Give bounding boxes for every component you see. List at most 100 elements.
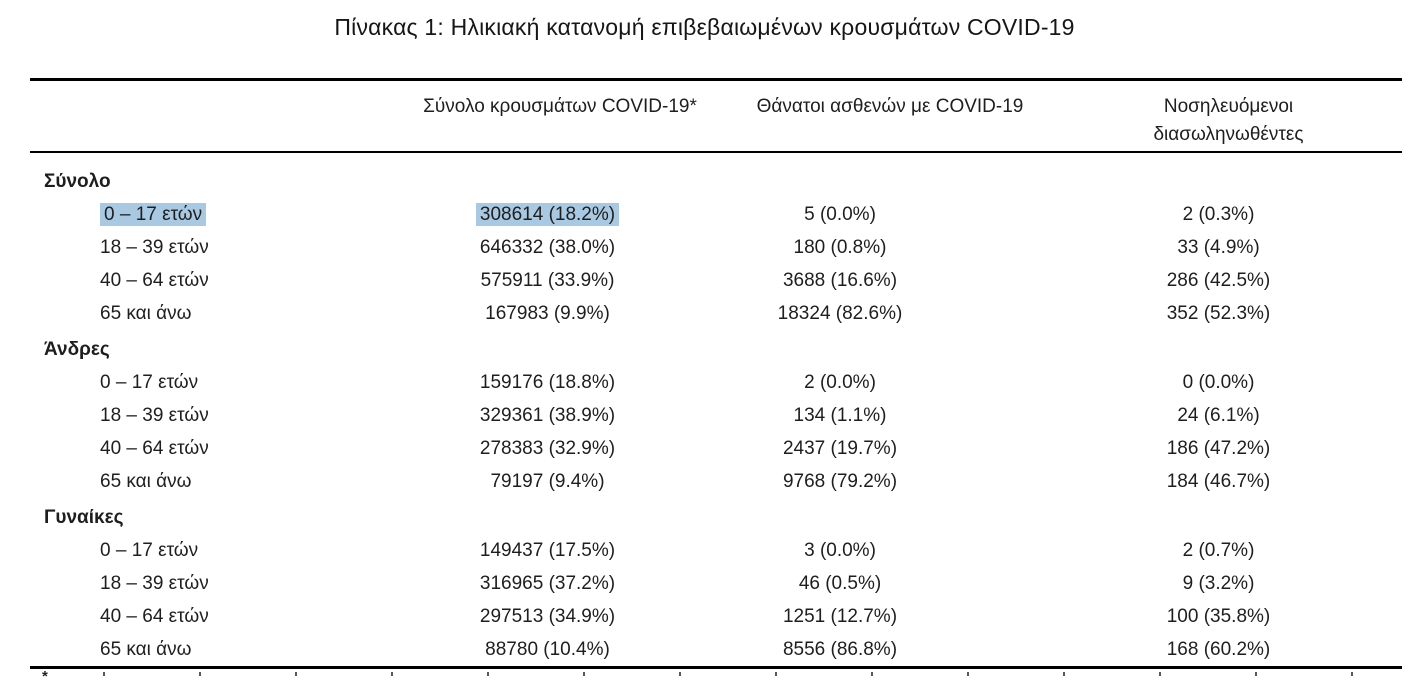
intubated-cell: 352 (52.3%) — [1035, 297, 1402, 330]
intubated-cell: 286 (42.5%) — [1035, 264, 1402, 297]
deaths-cell-text: 180 (0.8%) — [793, 236, 887, 258]
cases-cell: 79197 (9.4%) — [350, 465, 745, 498]
deaths-cell: 9768 (79.2%) — [745, 465, 1035, 498]
cases-cell: 278383 (32.9%) — [350, 432, 745, 465]
age-label-cell-text: 40 – 64 ετών — [100, 269, 209, 291]
section-header-row: Άνδρες — [30, 330, 1402, 366]
age-label-cell: 0 – 17 ετών — [30, 366, 350, 399]
age-label-cell: 18 – 39 ετών — [30, 567, 350, 600]
cases-cell: 646332 (38.0%) — [350, 231, 745, 264]
col-header-intubated-line1: Νοσηλευόμενοι — [1163, 96, 1294, 117]
cases-cell-text: 149437 (17.5%) — [479, 539, 616, 561]
cases-cell-text: 575911 (33.9%) — [480, 269, 615, 291]
table-row: 65 και άνω 88780 (10.4%) 8556 (86.8%) 168 (… — [30, 633, 1402, 668]
intubated-cell: 2 (0.7%) — [1035, 534, 1402, 567]
deaths-cell-text: 9768 (79.2%) — [782, 470, 898, 492]
age-label-cell: 40 – 64 ετών — [30, 264, 350, 297]
intubated-cell-text: 24 (6.1%) — [1177, 404, 1260, 426]
deaths-cell-text: 134 (1.1%) — [793, 404, 887, 426]
empty-cell — [350, 330, 745, 366]
cases-cell: 575911 (33.9%) — [350, 264, 745, 297]
age-label-cell: 18 – 39 ετών — [30, 399, 350, 432]
age-label-cell: 65 και άνω — [30, 633, 350, 668]
col-header-deaths: Θάνατοι ασθενών με COVID-19 — [756, 96, 1024, 117]
footnote: * — [30, 671, 1409, 681]
age-label-cell: 0 – 17 ετών — [30, 198, 350, 231]
cases-cell: 297513 (34.9%) — [350, 600, 745, 633]
age-label-cell: 40 – 64 ετών — [30, 432, 350, 465]
table-row: 18 – 39 ετών 316965 (37.2%) 46 (0.5%) 9 (3.… — [30, 567, 1402, 600]
deaths-cell-text: 2437 (19.7%) — [782, 437, 898, 459]
empty-cell — [350, 152, 745, 198]
section-label: Γυναίκες — [44, 506, 124, 528]
deaths-cell-text: 46 (0.5%) — [798, 572, 882, 594]
col-header-intubated: Νοσηλευόμενοι διασωληνωθέντες — [1035, 80, 1402, 152]
table-row: 18 – 39 ετών 329361 (38.9%) 134 (1.1%) 24 (… — [30, 399, 1402, 432]
age-label-cell: 65 και άνω — [30, 465, 350, 498]
deaths-cell: 18324 (82.6%) — [745, 297, 1035, 330]
intubated-cell: 184 (46.7%) — [1035, 465, 1402, 498]
section-label: Άνδρες — [44, 338, 110, 360]
cases-cell: 149437 (17.5%) — [350, 534, 745, 567]
table-row: 18 – 39 ετών 646332 (38.0%) 180 (0.8%) 33 (… — [30, 231, 1402, 264]
cases-cell-text: 88780 (10.4%) — [485, 638, 610, 660]
empty-cell — [745, 330, 1035, 366]
cases-cell-text: 329361 (38.9%) — [479, 404, 616, 426]
footnote-clipped-text — [102, 671, 1383, 676]
intubated-cell-text: 352 (52.3%) — [1166, 302, 1271, 324]
cases-cell-text: 167983 (9.9%) — [485, 302, 610, 324]
table-row: 0 – 17 ετών 149437 (17.5%) 3 (0.0%) 2 (0.7%… — [30, 534, 1402, 567]
age-label-cell-text: 18 – 39 ετών — [100, 404, 209, 426]
intubated-cell: 2 (0.3%) — [1035, 198, 1402, 231]
intubated-cell-text: 0 (0.0%) — [1182, 371, 1255, 393]
col-header-total-cases: Σύνολο κρουσμάτων COVID-19* — [423, 96, 697, 117]
cases-cell-text: 278383 (32.9%) — [479, 437, 616, 459]
page-title: Πίνακας 1: Ηλικιακή κατανομή επιβεβαιωμέ… — [334, 14, 1075, 40]
deaths-cell: 180 (0.8%) — [745, 231, 1035, 264]
table-row: 40 – 64 ετών 297513 (34.9%) 1251 (12.7%) 10… — [30, 600, 1402, 633]
section-header-row: Σύνολο — [30, 152, 1402, 198]
cases-cell-text: 646332 (38.0%) — [479, 236, 616, 258]
deaths-cell-text: 18324 (82.6%) — [777, 302, 903, 324]
cases-cell: 308614 (18.2%) — [350, 198, 745, 231]
intubated-cell-text: 33 (4.9%) — [1177, 236, 1260, 258]
header-row: Σύνολο κρουσμάτων COVID-19* Θάνατοι ασθε… — [30, 80, 1402, 152]
age-label-cell-text: 40 – 64 ετών — [100, 437, 209, 459]
intubated-cell-text: 286 (42.5%) — [1166, 269, 1271, 291]
cases-cell-text: 159176 (18.8%) — [479, 371, 616, 393]
intubated-cell-text: 186 (47.2%) — [1166, 437, 1271, 459]
cases-cell-text: 297513 (34.9%) — [479, 605, 616, 627]
deaths-cell-text: 8556 (86.8%) — [782, 638, 898, 660]
deaths-cell: 46 (0.5%) — [745, 567, 1035, 600]
cases-cell-text: 308614 (18.2%) — [475, 202, 620, 226]
empty-cell — [745, 498, 1035, 534]
table-row: 40 – 64 ετών 278383 (32.9%) 2437 (19.7%) 18… — [30, 432, 1402, 465]
table-row: 0 – 17 ετών 308614 (18.2%) 5 (0.0%) 2 (0.3%… — [30, 198, 1402, 231]
cases-cell-text: 79197 (9.4%) — [490, 470, 605, 492]
deaths-cell: 2 (0.0%) — [745, 366, 1035, 399]
deaths-cell: 3 (0.0%) — [745, 534, 1035, 567]
empty-cell — [745, 152, 1035, 198]
empty-cell — [1035, 498, 1402, 534]
intubated-cell: 33 (4.9%) — [1035, 231, 1402, 264]
age-label-cell: 40 – 64 ετών — [30, 600, 350, 633]
deaths-cell-text: 3 (0.0%) — [804, 539, 876, 561]
cases-cell: 316965 (37.2%) — [350, 567, 745, 600]
deaths-cell-text: 3688 (16.6%) — [782, 269, 898, 291]
age-label-cell-text: 65 και άνω — [100, 638, 192, 660]
age-label-cell-text: 65 και άνω — [100, 470, 192, 492]
empty-cell — [350, 498, 745, 534]
deaths-cell: 8556 (86.8%) — [745, 633, 1035, 668]
intubated-cell: 24 (6.1%) — [1035, 399, 1402, 432]
intubated-cell: 186 (47.2%) — [1035, 432, 1402, 465]
deaths-cell: 1251 (12.7%) — [745, 600, 1035, 633]
intubated-cell-text: 168 (60.2%) — [1166, 638, 1271, 660]
intubated-cell-text: 184 (46.7%) — [1166, 470, 1271, 492]
footnote-asterisk-marker: * — [42, 670, 48, 681]
age-label-cell-text: 18 – 39 ετών — [100, 236, 209, 258]
intubated-cell: 168 (60.2%) — [1035, 633, 1402, 668]
age-label-cell-text: 40 – 64 ετών — [100, 605, 209, 627]
deaths-cell: 134 (1.1%) — [745, 399, 1035, 432]
cases-cell-text: 316965 (37.2%) — [479, 572, 616, 594]
intubated-cell-text: 9 (3.2%) — [1182, 572, 1255, 594]
